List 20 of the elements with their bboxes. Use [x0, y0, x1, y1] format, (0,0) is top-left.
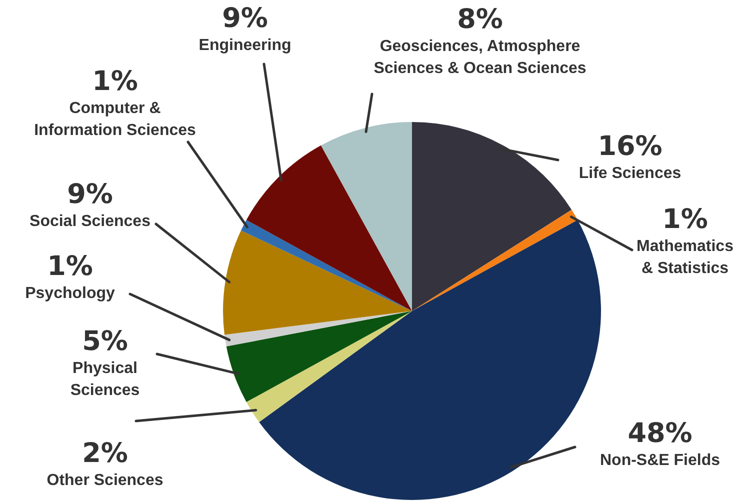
- data-label: 8%: [457, 4, 503, 35]
- data-label: 5%: [82, 326, 128, 357]
- slice-label: Computer & Information Sciences: [34, 100, 196, 139]
- data-label: 1%: [92, 66, 138, 97]
- data-label: 9%: [222, 3, 268, 34]
- slice-label: Physical Sciences: [70, 360, 140, 399]
- data-label: 1%: [662, 204, 708, 235]
- slice-label: Non-S&E Fields: [600, 452, 720, 469]
- slice-label: Engineering: [198, 37, 292, 54]
- slice-label: Life Sciences: [578, 165, 682, 182]
- slice-label: Mathematics & Statistics: [636, 238, 734, 277]
- slice-label: Geosciences, Atmosphere Sciences & Ocean Sciences: [374, 38, 586, 77]
- slice-label: Other Sciences: [46, 472, 164, 489]
- slice-label: Social Sciences: [30, 213, 151, 230]
- data-label: 48%: [628, 418, 692, 449]
- slice-label: Psychology: [25, 285, 115, 302]
- data-label: 9%: [67, 179, 113, 210]
- data-label: 2%: [82, 438, 128, 469]
- data-label: 16%: [598, 131, 662, 162]
- data-label: 1%: [47, 251, 93, 282]
